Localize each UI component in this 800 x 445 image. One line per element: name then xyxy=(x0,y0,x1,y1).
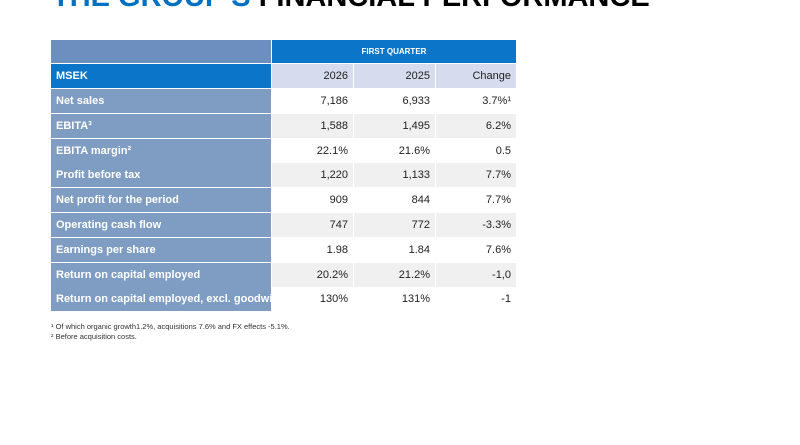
column-header: 2026 xyxy=(272,64,353,88)
value-cell: 1.98 xyxy=(272,237,353,262)
value-cell: 21.2% xyxy=(354,262,435,287)
group-header: FIRST QUARTER xyxy=(272,40,516,63)
value-cell: 1,220 xyxy=(272,163,353,188)
value-cell: 747 xyxy=(272,213,353,237)
row-label: EBITA³ xyxy=(51,113,271,138)
row-label: Earnings per share xyxy=(51,237,271,262)
value-cell: 6,933 xyxy=(354,89,435,113)
value-cell: 0.5 xyxy=(436,138,516,163)
row-label: Net sales xyxy=(51,89,271,113)
value-cell: 3.7%¹ xyxy=(436,89,516,113)
value-cell: 7,186 xyxy=(272,89,353,113)
title-part: FINANCIAL PERFORMANCE xyxy=(259,0,650,13)
value-cell: 131% xyxy=(354,287,435,312)
row-label: Operating cash flow xyxy=(51,213,271,237)
value-cell: 20.2% xyxy=(272,262,353,287)
column-header: 2025 xyxy=(354,64,435,88)
row-label: Profit before tax xyxy=(51,163,271,188)
value-cell: 7.7% xyxy=(436,188,516,213)
value-cell: 7.6% xyxy=(436,237,516,262)
value-cell: 772 xyxy=(354,213,435,237)
title-part: THE GROUP'S xyxy=(52,0,251,13)
value-cell: 22.1% xyxy=(272,138,353,163)
column-header: Change xyxy=(436,64,516,88)
value-cell: 6.2% xyxy=(436,113,516,138)
value-cell: 1.84 xyxy=(354,237,435,262)
row-label: Net profit for the period xyxy=(51,188,271,213)
footnote: ² Before acquisition costs. xyxy=(51,332,137,341)
row-label: Return on capital employed xyxy=(51,262,271,287)
column-header: MSEK xyxy=(51,64,271,88)
value-cell: 1,133 xyxy=(354,163,435,188)
value-cell: -3.3% xyxy=(436,213,516,237)
value-cell: 130% xyxy=(272,287,353,312)
value-cell: -1,0 xyxy=(436,262,516,287)
footnote: ¹ Of which organic growth1.2%, acquisiti… xyxy=(51,322,290,331)
value-cell: 1,588 xyxy=(272,113,353,138)
value-cell: 844 xyxy=(354,188,435,213)
value-cell: -1 xyxy=(436,287,516,312)
value-cell: 21.6% xyxy=(354,138,435,163)
title: THE GROUP'S FINANCIAL PERFORMANCE xyxy=(52,0,650,14)
value-cell: 1,495 xyxy=(354,113,435,138)
value-cell: 909 xyxy=(272,188,353,213)
row-label: EBITA margin² xyxy=(51,138,271,163)
value-cell: 7.7% xyxy=(436,163,516,188)
header-cell xyxy=(51,40,271,63)
row-label: Return on capital employed, excl. goodwi… xyxy=(51,287,278,312)
